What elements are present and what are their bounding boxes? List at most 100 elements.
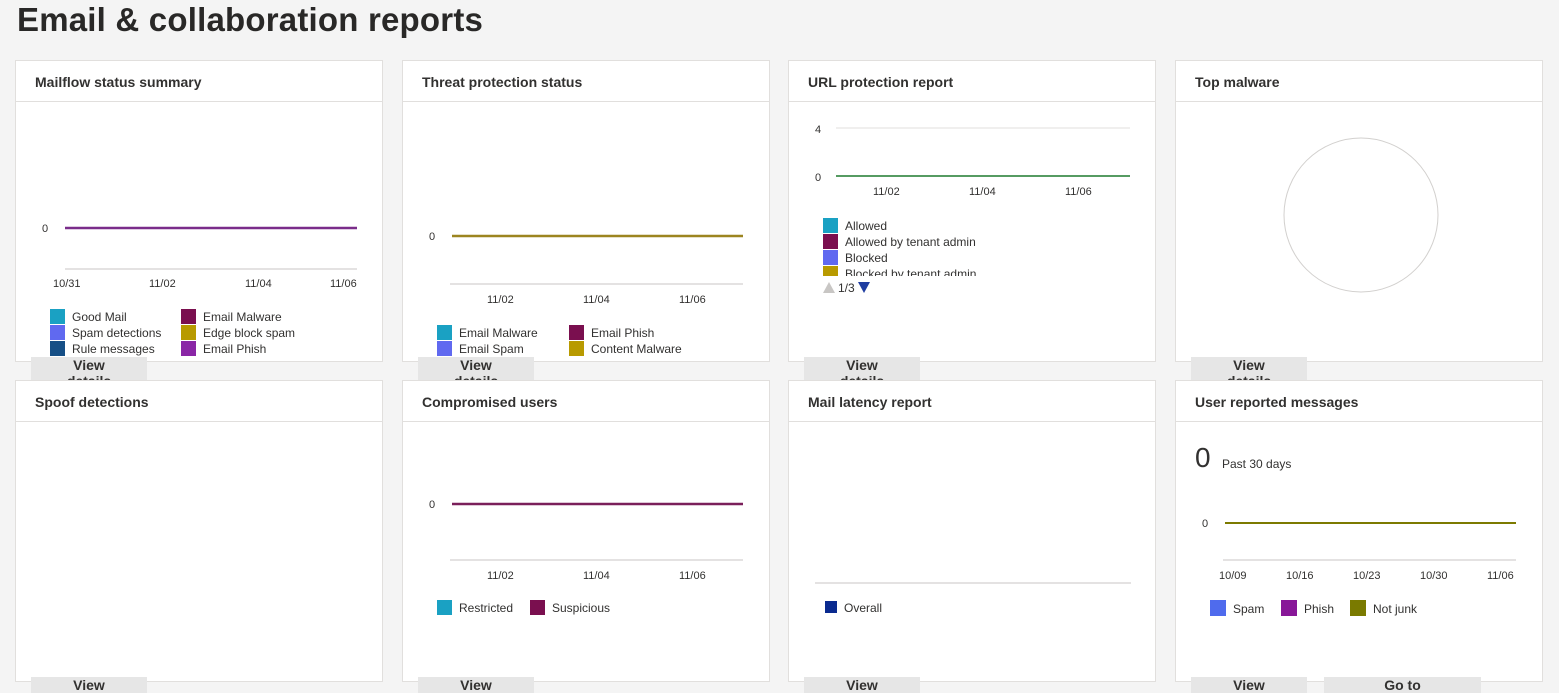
top-malware-card: Top malware View details xyxy=(1175,60,1543,389)
legend-swatch xyxy=(823,234,838,249)
legend-swatch xyxy=(437,341,452,356)
x-tick-label: 10/16 xyxy=(1286,570,1314,582)
legend-swatch xyxy=(825,601,837,613)
threat-protection-card: Threat protection status 0 11/02 11/04 1… xyxy=(402,60,770,389)
legend-item[interactable]: Restricted xyxy=(437,600,513,616)
y-tick-label: 0 xyxy=(429,499,435,511)
legend-item[interactable]: Good Mail xyxy=(50,309,127,325)
compromised-chart: 0 11/02 11/04 11/06 xyxy=(429,499,743,582)
x-tick-label: 11/04 xyxy=(969,186,996,198)
legend-swatch xyxy=(50,341,65,356)
x-tick-label: 11/02 xyxy=(487,570,514,582)
legend-label: Overall xyxy=(844,601,883,615)
legend-label: Email Phish xyxy=(203,342,267,356)
legend-item[interactable]: Overall xyxy=(825,600,882,616)
x-tick-label: 11/06 xyxy=(1487,570,1514,582)
x-tick-label: 11/04 xyxy=(583,294,610,306)
x-tick-label: 11/02 xyxy=(487,294,514,306)
mailflow-chart: 0 10/31 11/02 11/04 11/06 xyxy=(42,223,357,290)
user-reported-card: User reported messages 0 Past 30 days 0 … xyxy=(1175,380,1543,693)
empty-pie xyxy=(1283,137,1439,293)
card-title: Threat protection status xyxy=(403,61,769,102)
y-tick-label: 0 xyxy=(429,231,435,243)
x-tick-label: 11/02 xyxy=(149,278,176,290)
legend-swatch xyxy=(50,325,65,340)
page-up-icon[interactable] xyxy=(823,282,835,294)
legend-swatch xyxy=(437,325,452,340)
legend-swatch xyxy=(823,266,838,276)
page-title: Email & collaboration reports xyxy=(17,1,484,38)
legend-item[interactable]: Spam detections xyxy=(50,325,161,341)
legend-label: Blocked by tenant admin xyxy=(845,267,977,276)
x-tick-label: 11/06 xyxy=(679,294,706,306)
reported-count: 0 xyxy=(1195,442,1211,473)
card-title: Compromised users xyxy=(403,381,769,422)
legend-label: Suspicious xyxy=(552,601,611,615)
x-tick-label: 11/06 xyxy=(679,570,706,582)
x-tick-label: 11/02 xyxy=(873,186,900,198)
legend-item[interactable]: Spam xyxy=(1210,600,1264,616)
legend-item[interactable]: Not junk xyxy=(1350,600,1417,616)
compromised-users-card: Compromised users 0 11/02 11/04 11/06 Re… xyxy=(402,380,770,693)
card-title: URL protection report xyxy=(789,61,1155,102)
legend-item[interactable]: Email Malware xyxy=(181,309,282,325)
y-tick-label: 4 xyxy=(815,124,821,136)
legend-label: Phish xyxy=(1304,602,1335,616)
url-chart: 4 0 11/02 11/04 11/06 xyxy=(815,124,1130,198)
legend-pager: 1/3 xyxy=(823,280,870,295)
legend-item[interactable]: Email Phish xyxy=(569,325,654,341)
legend-item[interactable]: Allowed by tenant admin xyxy=(823,234,976,250)
x-tick-label: 11/06 xyxy=(1065,186,1092,198)
legend-swatch xyxy=(181,325,196,340)
legend-swatch xyxy=(1350,600,1366,616)
card-title: Mail latency report xyxy=(789,381,1155,422)
mailflow-status-card: Mailflow status summary 0 10/31 11/02 11… xyxy=(15,60,383,389)
legend-label: Restricted xyxy=(459,601,514,615)
x-tick-label: 10/23 xyxy=(1353,570,1381,582)
legend-label: Content Malware xyxy=(591,342,682,356)
legend-item[interactable]: Content Malware xyxy=(569,341,682,357)
page-down-icon[interactable] xyxy=(857,282,870,294)
legend-item[interactable]: Edge block spam xyxy=(181,325,295,341)
legend-swatch xyxy=(823,218,838,233)
x-tick-label: 10/30 xyxy=(1420,570,1448,582)
legend-item[interactable]: Blocked xyxy=(823,250,888,266)
legend-swatch xyxy=(181,309,196,324)
legend-label: Allowed by tenant admin xyxy=(845,235,976,249)
view-details-button[interactable]: View details xyxy=(1191,677,1307,693)
legend-item[interactable]: Email Spam xyxy=(437,341,524,357)
latency-chart xyxy=(815,582,1131,584)
legend-item[interactable]: Email Phish xyxy=(181,341,266,357)
card-title: User reported messages xyxy=(1176,381,1542,422)
legend-label: Email Malware xyxy=(459,326,538,340)
legend-label: Spam xyxy=(1233,602,1265,616)
view-details-button[interactable]: View details xyxy=(31,677,147,693)
legend-swatch xyxy=(437,600,452,615)
legend-label: Good Mail xyxy=(72,310,127,324)
mail-latency-card: Mail latency report Overall View details xyxy=(788,380,1156,693)
legend-item[interactable]: Phish xyxy=(1281,600,1334,616)
legend-swatch xyxy=(569,325,584,340)
reported-chart: 0 10/09 10/16 10/23 10/30 11/06 xyxy=(1202,518,1516,582)
url-protection-card: URL protection report 4 0 11/02 11/04 11… xyxy=(788,60,1156,389)
pager-label: 1/3 xyxy=(838,280,855,295)
threat-chart: 0 11/02 11/04 11/06 xyxy=(429,231,743,306)
legend-swatch xyxy=(1281,600,1297,616)
legend-label: Allowed xyxy=(845,219,888,233)
legend-item[interactable]: Email Malware xyxy=(437,325,538,341)
card-title: Spoof detections xyxy=(16,381,382,422)
view-details-button[interactable]: View details xyxy=(804,677,920,693)
legend-viewport: Allowed Allowed by tenant admin Blocked … xyxy=(823,218,1023,276)
legend-item[interactable]: Suspicious xyxy=(530,600,610,616)
legend-item[interactable]: Rule messages xyxy=(50,341,155,357)
period-label: Past 30 days xyxy=(1222,457,1292,471)
go-to-submissions-button[interactable]: Go to Submissions xyxy=(1324,677,1481,693)
legend-swatch xyxy=(50,309,65,324)
x-tick-label: 11/04 xyxy=(245,278,272,290)
card-title: Mailflow status summary xyxy=(16,61,382,102)
legend-item[interactable]: Allowed xyxy=(823,218,887,234)
malware-donut-chart xyxy=(1283,137,1439,293)
legend-label: Email Spam xyxy=(459,342,524,356)
view-details-button[interactable]: View details xyxy=(418,677,534,693)
legend-item[interactable]: Blocked by tenant admin xyxy=(823,266,976,276)
